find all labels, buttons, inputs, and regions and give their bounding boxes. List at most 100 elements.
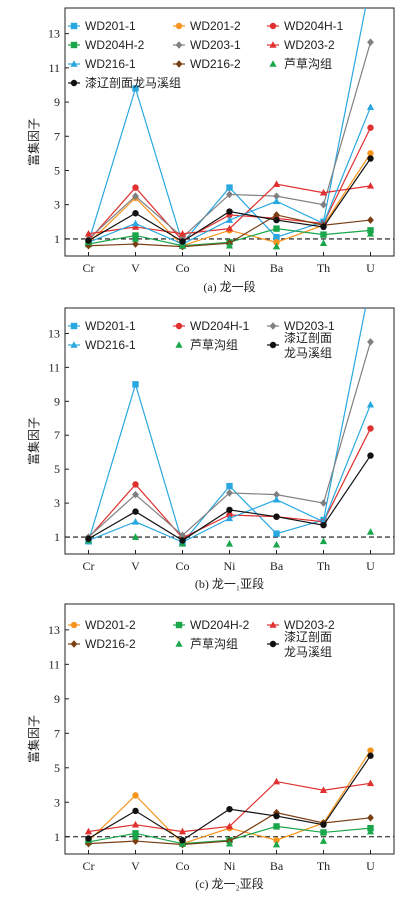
data-point bbox=[178, 827, 187, 835]
data-point bbox=[273, 823, 280, 830]
legend-marker bbox=[269, 60, 277, 67]
data-point bbox=[272, 180, 281, 187]
data-point bbox=[131, 820, 140, 828]
data-point bbox=[367, 124, 374, 131]
data-point bbox=[320, 829, 327, 836]
data-point bbox=[319, 786, 328, 794]
y-tick-label: 5 bbox=[54, 462, 60, 476]
data-point bbox=[179, 233, 186, 241]
data-point bbox=[319, 239, 328, 246]
legend-marker bbox=[70, 621, 78, 629]
x-tick-label: Co bbox=[175, 859, 189, 873]
data-point bbox=[226, 482, 233, 490]
y-tick-label: 1 bbox=[54, 232, 60, 246]
legend-entry: WD204H-2 bbox=[173, 618, 250, 632]
data-point bbox=[178, 229, 187, 237]
x-tick-label: Cr bbox=[83, 261, 95, 275]
legend-label: WD201-2 bbox=[190, 19, 241, 33]
legend-marker bbox=[175, 60, 183, 68]
data-point bbox=[178, 241, 187, 249]
x-tick-label: Ba bbox=[270, 559, 284, 573]
y-tick-label: 3 bbox=[54, 198, 60, 212]
data-point bbox=[85, 241, 92, 250]
data-point bbox=[367, 752, 374, 759]
data-point bbox=[366, 229, 375, 237]
data-point bbox=[273, 216, 280, 224]
legend: WD201-2 WD204H-2 WD203-2 WD216-2 芦草沟组 漆辽剖面龙马溪… bbox=[68, 618, 335, 659]
data-point bbox=[85, 835, 92, 842]
legend-entry: WD201-1 bbox=[68, 19, 136, 33]
data-point bbox=[84, 827, 93, 835]
data-point bbox=[320, 200, 327, 209]
x-tick-label: Cr bbox=[83, 559, 95, 573]
legend-entry: WD204H-1 bbox=[173, 319, 250, 333]
y-axis-label: 富集因子 bbox=[26, 118, 41, 166]
legend-label: 龙马溪组 bbox=[284, 346, 332, 360]
data-point bbox=[131, 235, 140, 242]
data-point bbox=[131, 223, 140, 230]
legend-marker bbox=[70, 22, 78, 30]
legend-entry: WD216-1 bbox=[68, 338, 136, 352]
legend-label: WD203-1 bbox=[284, 319, 335, 333]
legend-label: WD203-2 bbox=[284, 618, 335, 632]
legend: WD201-1 WD204H-1 WD203-1 WD216-1 芦草沟组 漆辽剖面龙马溪… bbox=[68, 319, 335, 360]
legend-label: WD204H-1 bbox=[190, 319, 250, 333]
data-point bbox=[226, 489, 233, 497]
chart-caption: (a) 龙一段 bbox=[203, 279, 255, 294]
legend-entry: 漆辽剖面龙马溪组 bbox=[267, 630, 332, 659]
legend-marker bbox=[175, 322, 183, 330]
data-point bbox=[132, 837, 139, 845]
data-point bbox=[272, 242, 281, 250]
x-tick-label: U bbox=[366, 261, 375, 275]
x-tick-label: V bbox=[131, 261, 140, 275]
data-point bbox=[273, 530, 280, 537]
data-point bbox=[320, 499, 327, 507]
data-point bbox=[132, 192, 139, 200]
data-point bbox=[320, 223, 327, 231]
data-point bbox=[132, 508, 139, 515]
y-tick-label: 11 bbox=[48, 61, 60, 75]
data-point bbox=[367, 747, 374, 754]
legend-entry: WD216-1 bbox=[68, 57, 136, 71]
legend-label: WD204H-1 bbox=[284, 19, 344, 33]
data-point bbox=[225, 839, 234, 847]
data-point bbox=[272, 540, 281, 548]
series-group bbox=[84, 308, 375, 548]
data-point bbox=[132, 490, 139, 499]
legend-marker bbox=[70, 41, 78, 49]
legend-entry: WD203-2 bbox=[267, 618, 335, 632]
data-point bbox=[226, 184, 233, 191]
legend-marker bbox=[269, 640, 277, 648]
data-point bbox=[226, 506, 233, 514]
legend-marker bbox=[70, 60, 78, 67]
data-point bbox=[132, 184, 139, 191]
data-point bbox=[273, 812, 280, 820]
legend-marker bbox=[70, 640, 78, 648]
series-group bbox=[84, 8, 375, 251]
data-point bbox=[225, 514, 234, 522]
y-tick-label: 7 bbox=[54, 129, 60, 143]
legend-label: WD216-1 bbox=[85, 57, 136, 71]
data-point bbox=[273, 490, 280, 499]
x-tick-label: V bbox=[131, 559, 140, 573]
x-tick-label: Th bbox=[317, 559, 330, 573]
data-point bbox=[273, 837, 280, 844]
data-point bbox=[226, 190, 233, 199]
data-point bbox=[366, 400, 375, 408]
y-tick-label: 11 bbox=[48, 360, 60, 374]
data-point bbox=[132, 807, 139, 815]
x-tick-label: V bbox=[131, 859, 140, 873]
data-point bbox=[226, 208, 233, 215]
legend-entry: WD216-2 bbox=[173, 57, 241, 71]
series-group bbox=[84, 747, 375, 849]
legend-entry: WD201-1 bbox=[68, 319, 136, 333]
series-line-wd201-1 bbox=[87, 8, 367, 245]
data-point bbox=[367, 155, 374, 162]
legend-label: WD201-2 bbox=[85, 618, 136, 632]
legend-entry: WD201-2 bbox=[68, 618, 136, 632]
y-tick-label: 13 bbox=[48, 27, 60, 41]
legend-entry: 芦草沟组 bbox=[175, 338, 238, 352]
